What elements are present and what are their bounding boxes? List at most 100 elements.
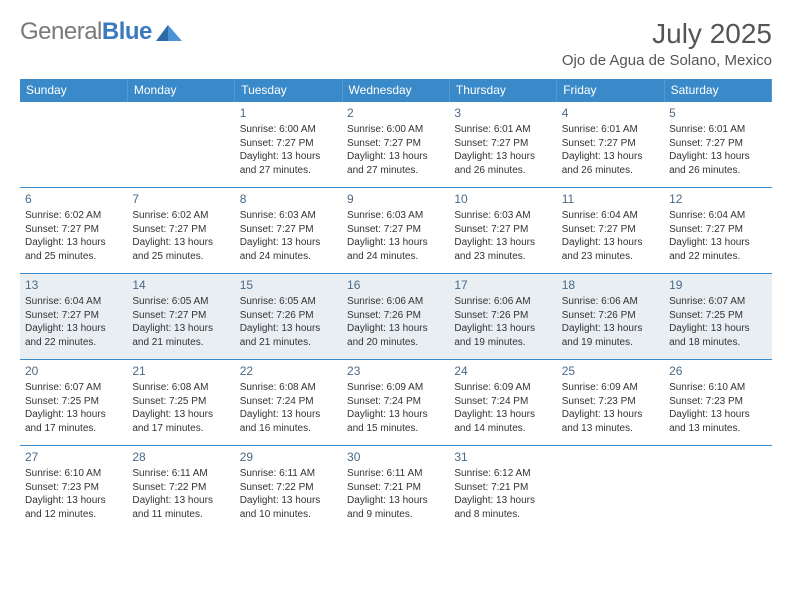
- cell-sunset: Sunset: 7:27 PM: [240, 223, 337, 237]
- cell-daylight: Daylight: 13 hours and 27 minutes.: [347, 150, 444, 177]
- cell-daylight: Daylight: 13 hours and 25 minutes.: [132, 236, 229, 263]
- day-number: 12: [669, 191, 766, 207]
- title-block: July 2025 Ojo de Agua de Solano, Mexico: [562, 18, 772, 69]
- day-number: 18: [562, 277, 659, 293]
- cell-daylight: Daylight: 13 hours and 25 minutes.: [25, 236, 122, 263]
- calendar-cell: 16Sunrise: 6:06 AMSunset: 7:26 PMDayligh…: [342, 274, 449, 360]
- cell-sunset: Sunset: 7:23 PM: [25, 481, 122, 495]
- cell-daylight: Daylight: 13 hours and 23 minutes.: [454, 236, 551, 263]
- cell-sunrise: Sunrise: 6:03 AM: [347, 209, 444, 223]
- cell-sunset: Sunset: 7:26 PM: [240, 309, 337, 323]
- calendar-cell: [664, 446, 771, 532]
- cell-daylight: Daylight: 13 hours and 17 minutes.: [25, 408, 122, 435]
- cell-daylight: Daylight: 13 hours and 21 minutes.: [132, 322, 229, 349]
- logo-text-2: Blue: [102, 18, 152, 46]
- calendar-table: SundayMondayTuesdayWednesdayThursdayFrid…: [20, 79, 772, 532]
- day-number: 25: [562, 363, 659, 379]
- cell-daylight: Daylight: 13 hours and 22 minutes.: [669, 236, 766, 263]
- cell-sunrise: Sunrise: 6:06 AM: [562, 295, 659, 309]
- calendar-cell: 9 Sunrise: 6:03 AMSunset: 7:27 PMDaylight…: [342, 188, 449, 274]
- cell-sunrise: Sunrise: 6:02 AM: [132, 209, 229, 223]
- day-number: 24: [454, 363, 551, 379]
- cell-daylight: Daylight: 13 hours and 14 minutes.: [454, 408, 551, 435]
- cell-daylight: Daylight: 13 hours and 13 minutes.: [669, 408, 766, 435]
- calendar-cell: 14Sunrise: 6:05 AMSunset: 7:27 PMDayligh…: [127, 274, 234, 360]
- cell-sunset: Sunset: 7:23 PM: [562, 395, 659, 409]
- cell-sunrise: Sunrise: 6:09 AM: [454, 381, 551, 395]
- calendar-cell: 4Sunrise: 6:01 AMSunset: 7:27 PMDaylight…: [557, 102, 664, 188]
- cell-sunrise: Sunrise: 6:11 AM: [347, 467, 444, 481]
- day-header: Sunday: [20, 79, 127, 102]
- day-number: 30: [347, 449, 444, 465]
- cell-sunrise: Sunrise: 6:04 AM: [25, 295, 122, 309]
- cell-daylight: Daylight: 13 hours and 21 minutes.: [240, 322, 337, 349]
- calendar-cell: 17Sunrise: 6:06 AMSunset: 7:26 PMDayligh…: [449, 274, 556, 360]
- logo-triangle-icon: [156, 23, 182, 41]
- calendar-body: 1Sunrise: 6:00 AMSunset: 7:27 PMDaylight…: [20, 102, 772, 532]
- cell-daylight: Daylight: 13 hours and 9 minutes.: [347, 494, 444, 521]
- calendar-cell: [127, 102, 234, 188]
- cell-daylight: Daylight: 13 hours and 27 minutes.: [240, 150, 337, 177]
- day-number: 6: [25, 191, 122, 207]
- calendar-cell: 3Sunrise: 6:01 AMSunset: 7:27 PMDaylight…: [449, 102, 556, 188]
- cell-sunset: Sunset: 7:26 PM: [562, 309, 659, 323]
- day-number: 27: [25, 449, 122, 465]
- day-number: 15: [240, 277, 337, 293]
- day-number: 29: [240, 449, 337, 465]
- day-number: 7: [132, 191, 229, 207]
- day-number: 8: [240, 191, 337, 207]
- day-header: Tuesday: [235, 79, 342, 102]
- calendar-cell: 15 Sunrise: 6:05 AMSunset: 7:26 PMDayligh…: [235, 274, 342, 360]
- cell-daylight: Daylight: 13 hours and 18 minutes.: [669, 322, 766, 349]
- day-number: 14: [132, 277, 229, 293]
- cell-daylight: Daylight: 13 hours and 15 minutes.: [347, 408, 444, 435]
- cell-daylight: Daylight: 13 hours and 26 minutes.: [454, 150, 551, 177]
- calendar-cell: 8Sunrise: 6:03 AMSunset: 7:27 PMDaylight…: [235, 188, 342, 274]
- cell-sunset: Sunset: 7:27 PM: [347, 223, 444, 237]
- cell-sunrise: Sunrise: 6:02 AM: [25, 209, 122, 223]
- cell-sunrise: Sunrise: 6:10 AM: [25, 467, 122, 481]
- cell-daylight: Daylight: 13 hours and 20 minutes.: [347, 322, 444, 349]
- calendar-cell: 19Sunrise: 6:07 AMSunset: 7:25 PMDayligh…: [664, 274, 771, 360]
- calendar-cell: 7 Sunrise: 6:02 AMSunset: 7:27 PMDaylight…: [127, 188, 234, 274]
- day-number: 10: [454, 191, 551, 207]
- day-number: 21: [132, 363, 229, 379]
- calendar-cell: 5Sunrise: 6:01 AMSunset: 7:27 PMDaylight…: [664, 102, 771, 188]
- day-number: 5: [669, 105, 766, 121]
- calendar-cell: 22Sunrise: 6:08 AMSunset: 7:24 PMDayligh…: [235, 360, 342, 446]
- cell-sunset: Sunset: 7:25 PM: [25, 395, 122, 409]
- cell-daylight: Daylight: 13 hours and 24 minutes.: [240, 236, 337, 263]
- cell-sunset: Sunset: 7:23 PM: [669, 395, 766, 409]
- calendar-week-row: 1Sunrise: 6:00 AMSunset: 7:27 PMDaylight…: [20, 102, 772, 188]
- day-number: 13: [25, 277, 122, 293]
- calendar-cell: 30Sunrise: 6:11 AMSunset: 7:21 PMDayligh…: [342, 446, 449, 532]
- calendar-cell: 24Sunrise: 6:09 AMSunset: 7:24 PMDayligh…: [449, 360, 556, 446]
- cell-sunset: Sunset: 7:27 PM: [25, 309, 122, 323]
- day-number: 19: [669, 277, 766, 293]
- cell-daylight: Daylight: 13 hours and 19 minutes.: [454, 322, 551, 349]
- cell-sunset: Sunset: 7:22 PM: [132, 481, 229, 495]
- cell-sunset: Sunset: 7:27 PM: [454, 137, 551, 151]
- day-header: Thursday: [449, 79, 556, 102]
- cell-daylight: Daylight: 13 hours and 13 minutes.: [562, 408, 659, 435]
- cell-sunset: Sunset: 7:27 PM: [132, 223, 229, 237]
- day-header: Monday: [127, 79, 234, 102]
- calendar-cell: 20Sunrise: 6:07 AMSunset: 7:25 PMDayligh…: [20, 360, 127, 446]
- calendar-cell: 29Sunrise: 6:11 AMSunset: 7:22 PMDayligh…: [235, 446, 342, 532]
- cell-sunrise: Sunrise: 6:11 AM: [132, 467, 229, 481]
- header: General Blue July 2025 Ojo de Agua de So…: [20, 18, 772, 69]
- cell-sunrise: Sunrise: 6:01 AM: [669, 123, 766, 137]
- calendar-week-row: 13 Sunrise: 6:04 AMSunset: 7:27 PM Dayligh…: [20, 274, 772, 360]
- cell-sunrise: Sunrise: 6:11 AM: [240, 467, 337, 481]
- day-number: 28: [132, 449, 229, 465]
- cell-sunset: Sunset: 7:25 PM: [132, 395, 229, 409]
- cell-daylight: Daylight: 13 hours and 26 minutes.: [562, 150, 659, 177]
- cell-sunrise: Sunrise: 6:01 AM: [562, 123, 659, 137]
- cell-daylight: Daylight: 13 hours and 24 minutes.: [347, 236, 444, 263]
- cell-sunrise: Sunrise: 6:09 AM: [347, 381, 444, 395]
- day-header: Saturday: [664, 79, 771, 102]
- cell-sunrise: Sunrise: 6:05 AM: [240, 295, 337, 309]
- day-number: 9: [347, 191, 444, 207]
- cell-sunrise: Sunrise: 6:04 AM: [562, 209, 659, 223]
- cell-sunset: Sunset: 7:25 PM: [669, 309, 766, 323]
